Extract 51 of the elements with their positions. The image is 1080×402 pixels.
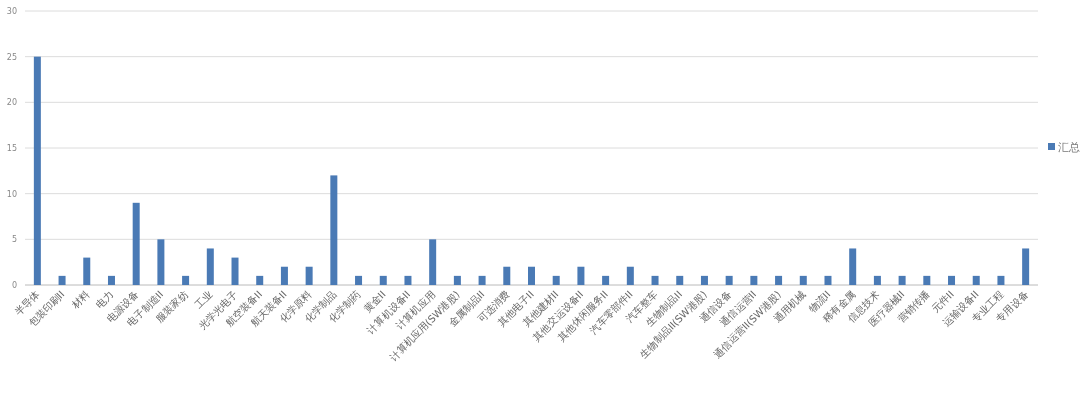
bar — [997, 275, 1005, 285]
bar — [577, 266, 585, 285]
bar — [132, 202, 140, 285]
y-tick-label: 0 — [11, 281, 17, 290]
bar — [280, 266, 288, 285]
bar — [824, 275, 832, 285]
bar — [83, 257, 91, 285]
bar — [355, 275, 363, 285]
y-tick-label: 15 — [6, 144, 17, 153]
x-tick-label: 工业 — [192, 288, 215, 311]
bar — [305, 266, 313, 285]
bar — [923, 275, 931, 285]
bar — [379, 275, 387, 285]
bar — [552, 275, 560, 285]
bar — [972, 275, 980, 285]
bar — [873, 275, 881, 285]
bar — [478, 275, 486, 285]
y-tick-label: 25 — [6, 52, 17, 62]
bar — [453, 275, 461, 285]
x-tick-label: 材料 — [68, 288, 92, 312]
bar — [107, 275, 115, 285]
bar — [231, 257, 239, 285]
bar — [58, 275, 66, 285]
y-tick-label: 20 — [6, 98, 17, 108]
bar — [33, 56, 41, 285]
bar — [429, 239, 437, 285]
bar — [799, 275, 807, 285]
bar — [602, 275, 610, 285]
bar — [898, 275, 906, 285]
legend-label: 汇总 — [1058, 141, 1080, 154]
bar — [256, 275, 264, 285]
bar — [700, 275, 708, 285]
bar — [775, 275, 783, 285]
bar — [626, 266, 634, 285]
bar — [404, 275, 412, 285]
bar — [503, 266, 511, 285]
bar — [330, 175, 338, 285]
bar — [528, 266, 535, 285]
bar — [676, 275, 684, 285]
y-tick-label: 30 — [6, 7, 17, 16]
bar — [182, 275, 190, 285]
bar — [849, 248, 857, 285]
y-tick-label: 5 — [11, 235, 17, 245]
bar — [206, 248, 214, 285]
bar — [948, 275, 956, 285]
bar — [1022, 248, 1030, 285]
bar — [651, 275, 659, 285]
bar — [725, 275, 733, 285]
bar — [750, 275, 758, 285]
bar — [157, 239, 165, 285]
y-tick-label: 10 — [6, 189, 17, 199]
